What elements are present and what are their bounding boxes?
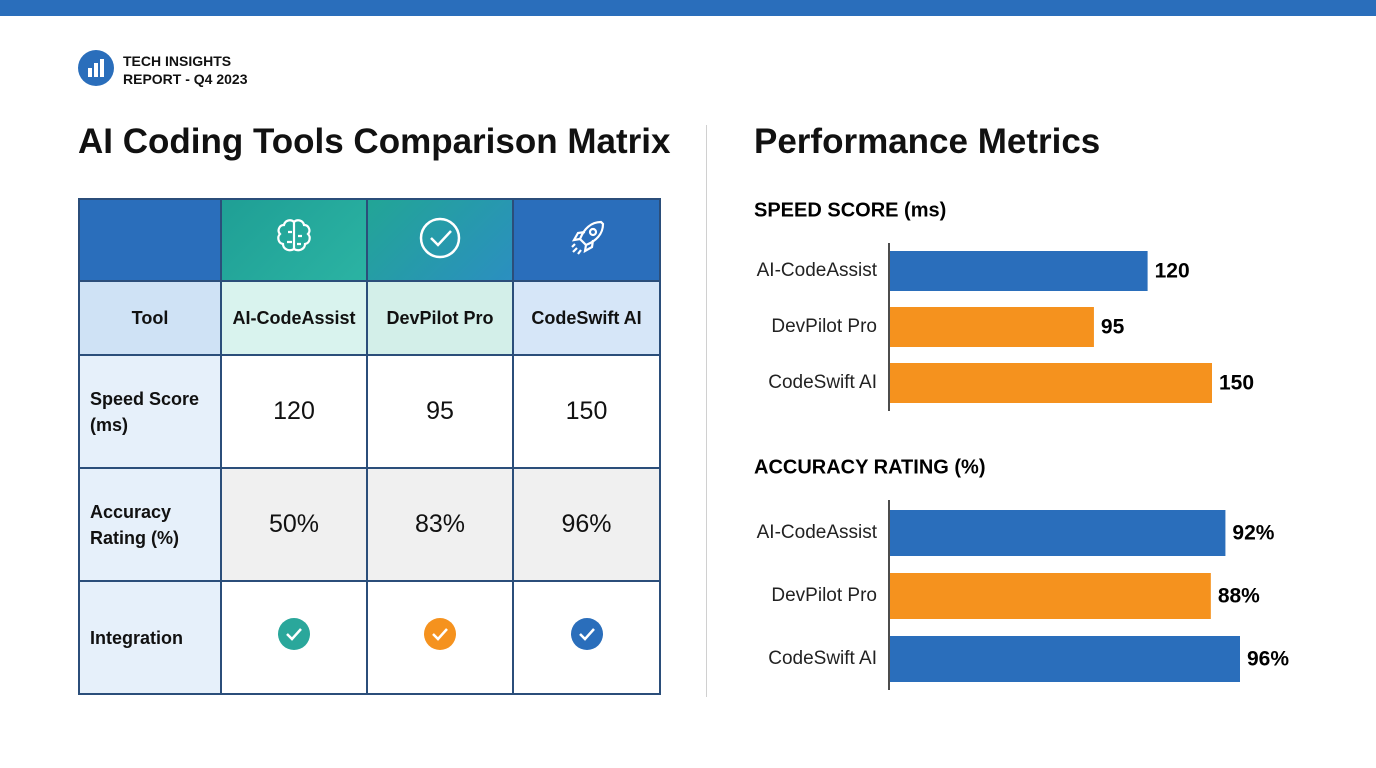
chart-title: ACCURACY RATING (%): [754, 456, 985, 478]
icon-cell: [366, 198, 514, 282]
category-label: CodeSwift AI: [768, 372, 877, 393]
value-label: 150: [1219, 372, 1254, 395]
category-label: DevPilot Pro: [771, 316, 877, 337]
cell: 150: [512, 354, 661, 469]
cell: [366, 580, 514, 695]
cell: [220, 580, 368, 695]
bar: [890, 363, 1212, 403]
value-label: 120: [1155, 260, 1190, 283]
icon-cell: [512, 198, 661, 282]
column-header: AI-CodeAssist: [220, 280, 368, 356]
table-title: AI Coding Tools Comparison Matrix: [78, 122, 671, 161]
header-cell: [78, 198, 222, 282]
icon-row: [78, 198, 661, 282]
top-bar: [0, 0, 1376, 16]
column-header: CodeSwift AI: [512, 280, 661, 356]
bar: [890, 251, 1148, 291]
row-label: Integration: [78, 580, 222, 695]
cell: 95: [366, 354, 514, 469]
category-label: CodeSwift AI: [768, 648, 877, 669]
bar: [890, 307, 1094, 347]
tool-row: Tool AI-CodeAssist DevPilot Pro CodeSwif…: [78, 280, 661, 356]
value-label: 88%: [1218, 585, 1260, 608]
row-label: Tool: [78, 280, 222, 356]
row-label: Accuracy Rating (%): [78, 467, 222, 582]
cell: [512, 580, 661, 695]
brain-icon: [277, 218, 311, 251]
category-label: AI-CodeAssist: [757, 522, 878, 543]
table-row: Integration: [78, 580, 661, 695]
check-badge: [570, 618, 603, 650]
cell: 83%: [366, 467, 514, 582]
logo: [78, 50, 114, 86]
comparison-table: Tool AI-CodeAssist DevPilot Pro CodeSwif…: [78, 198, 661, 695]
bar: [890, 510, 1226, 556]
bar: [890, 636, 1240, 682]
category-label: DevPilot Pro: [771, 585, 877, 606]
table-row: Speed Score (ms) 120 95 150: [78, 354, 661, 469]
value-label: 92%: [1232, 522, 1274, 545]
icon-cell: [220, 198, 368, 282]
row-label: Speed Score (ms): [78, 354, 222, 469]
cell: 120: [220, 354, 368, 469]
value-label: 96%: [1247, 648, 1289, 671]
check-icon: [419, 217, 461, 258]
cell: 96%: [512, 467, 661, 582]
bar: [890, 573, 1211, 619]
check-badge: [278, 618, 310, 650]
rocket-icon: [570, 220, 604, 255]
check-badge: [424, 618, 456, 650]
cell: 50%: [220, 467, 368, 582]
category-label: AI-CodeAssist: [757, 260, 878, 281]
table-row: Accuracy Rating (%) 50% 83% 96%: [78, 467, 661, 582]
value-label: 95: [1101, 316, 1125, 339]
brand-title: TECH INSIGHTS REPORT - Q4 2023: [123, 53, 248, 87]
chart-title: SPEED SCORE (ms): [754, 199, 946, 221]
metrics-title: Performance Metrics: [754, 122, 1101, 161]
divider: [706, 125, 707, 697]
column-header: DevPilot Pro: [366, 280, 514, 356]
